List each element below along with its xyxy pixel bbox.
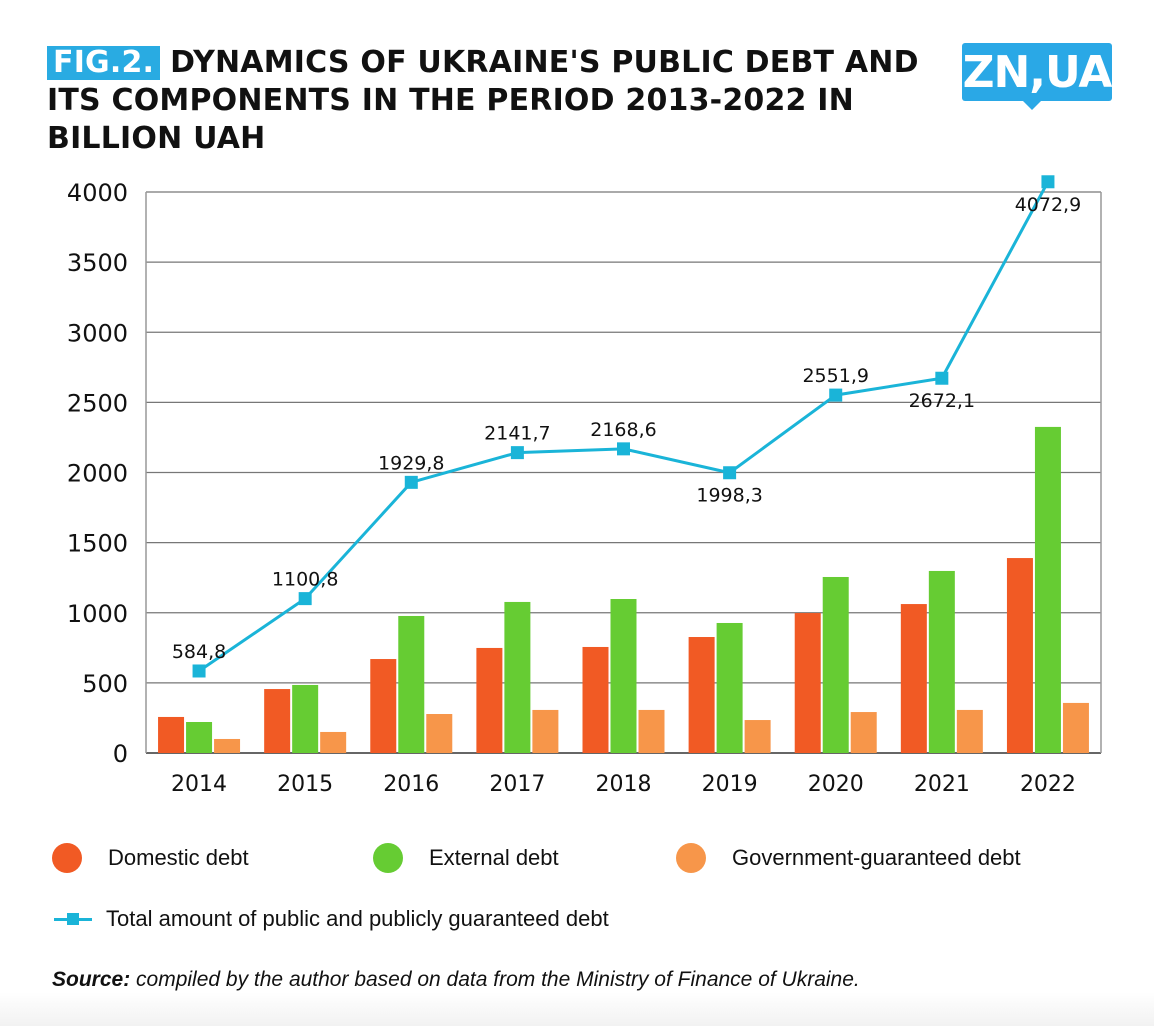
line-layer — [192, 175, 1055, 678]
x-tick-label: 2022 — [1020, 772, 1076, 797]
total-debt-marker — [404, 475, 418, 489]
source-note: Source: compiled by the author based on … — [52, 968, 860, 992]
legend-label-guaranteed: Government-guaranteed debt — [732, 845, 1021, 870]
bar-government-guaranteed-debt — [426, 714, 453, 753]
bar-external-debt — [292, 684, 319, 753]
source-label: Source: — [52, 968, 131, 991]
legend-item-domestic: Domestic debt — [52, 843, 249, 873]
bar-government-guaranteed-debt — [1062, 702, 1089, 753]
data-label: 4072,9 — [1015, 194, 1081, 216]
external-dot-icon — [373, 843, 403, 873]
bar-external-debt — [1034, 426, 1061, 753]
y-tick-label: 4000 — [67, 179, 128, 207]
bottom-fade — [0, 992, 1154, 1026]
bar-domestic-debt — [158, 716, 185, 753]
bar-government-guaranteed-debt — [956, 709, 983, 753]
domestic-dot-icon — [52, 843, 82, 873]
logo-text: ZN,UA — [962, 46, 1113, 98]
bar-government-guaranteed-debt — [744, 720, 771, 753]
data-label: 2551,9 — [802, 365, 868, 387]
source-text: compiled by the author based on data fro… — [130, 968, 860, 991]
bar-external-debt — [928, 570, 955, 753]
bar-domestic-debt — [794, 613, 821, 753]
legend-label-total: Total amount of public and publicly guar… — [106, 906, 609, 931]
bar-external-debt — [822, 576, 849, 753]
bar-external-debt — [186, 722, 213, 753]
grid-layer — [145, 191, 1102, 754]
y-tick-label: 3000 — [67, 319, 128, 347]
x-tick-label: 2017 — [489, 772, 545, 797]
x-tick-label: 2020 — [808, 772, 864, 797]
bar-government-guaranteed-debt — [320, 731, 347, 753]
y-tick-label: 1000 — [67, 600, 128, 628]
bar-domestic-debt — [370, 659, 397, 753]
total-debt-marker — [1041, 175, 1055, 189]
bar-domestic-debt — [900, 604, 927, 753]
data-label: 584,8 — [172, 641, 226, 663]
bar-domestic-debt — [582, 646, 609, 753]
y-tick-label: 2000 — [67, 460, 128, 488]
bar-layer — [158, 426, 1089, 753]
x-tick-label: 2021 — [914, 772, 970, 797]
bar-domestic-debt — [688, 637, 715, 753]
legend-item-external: External debt — [373, 843, 559, 873]
bar-external-debt — [610, 599, 637, 753]
y-tick-label: 0 — [113, 740, 128, 768]
y-tick-label: 3500 — [67, 249, 128, 277]
logo-speech-tail — [1022, 100, 1042, 110]
y-tick-label: 500 — [82, 670, 128, 698]
figure-label: FIG.2. — [47, 46, 161, 80]
bar-external-debt — [716, 622, 743, 753]
label-layer: 0 500 1000 1500 2000 2500 3000 3500 4000 2014 2015… — [67, 179, 1081, 797]
data-label: 2141,7 — [484, 423, 550, 445]
data-label: 1929,8 — [378, 452, 444, 474]
bar-government-guaranteed-debt — [638, 709, 665, 753]
x-tick-label: 2014 — [171, 772, 227, 797]
total-debt-marker — [510, 446, 524, 460]
total-debt-marker — [617, 442, 630, 456]
bar-external-debt — [398, 615, 425, 753]
data-label: 1100,8 — [272, 569, 338, 591]
data-label: 2672,1 — [909, 390, 975, 412]
x-tick-label: 2018 — [596, 772, 652, 797]
x-tick-label: 2019 — [702, 772, 758, 797]
y-tick-label: 1500 — [67, 530, 128, 558]
legend-label-external: External debt — [429, 845, 559, 870]
line-marker-icon — [54, 910, 92, 928]
bar-domestic-debt — [1006, 558, 1033, 753]
bar-domestic-debt — [476, 647, 503, 753]
total-debt-marker — [298, 592, 312, 606]
total-debt-marker — [192, 664, 206, 678]
total-debt-marker — [935, 371, 949, 385]
x-tick-label: 2015 — [277, 772, 333, 797]
legend-label-domestic: Domestic debt — [108, 845, 249, 870]
legend-item-guaranteed: Government-guaranteed debt — [676, 843, 1021, 873]
x-tick-label: 2016 — [383, 772, 439, 797]
data-label: 2168,6 — [590, 419, 656, 441]
bar-government-guaranteed-debt — [850, 712, 877, 753]
chart-title: FIG.2. DYNAMICS OF UKRAINE'S PUBLIC DEBT … — [47, 44, 952, 158]
data-label: 1998,3 — [696, 485, 762, 507]
legend-item-total: Total amount of public and publicly guar… — [54, 906, 609, 932]
chart-svg: 0 500 1000 1500 2000 2500 3000 3500 4000 2014 2015… — [67, 175, 1102, 797]
bar-government-guaranteed-debt — [532, 709, 559, 753]
bar-government-guaranteed-debt — [214, 738, 241, 753]
guaranteed-dot-icon — [676, 843, 706, 873]
title-text: DYNAMICS OF UKRAINE'S PUBLIC DEBT AND IT… — [47, 45, 919, 156]
bar-domestic-debt — [264, 689, 291, 753]
total-debt-marker — [829, 388, 843, 402]
bar-external-debt — [504, 601, 531, 753]
y-tick-label: 2500 — [67, 389, 128, 417]
zn-ua-logo: ZN,UA — [962, 43, 1112, 101]
total-debt-marker — [723, 466, 737, 480]
